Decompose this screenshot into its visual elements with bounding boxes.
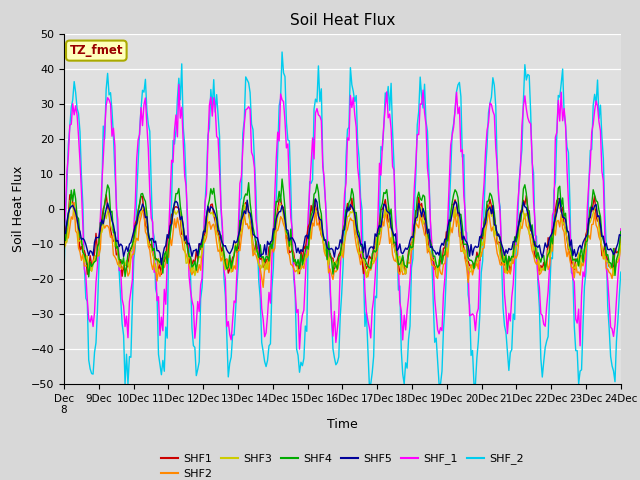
- SHF1: [118, 274, 126, 279]
- SHF2: [70, 200, 78, 205]
- SHF_1: [60, 235, 68, 241]
- SHF4: [60, 236, 68, 241]
- SHF5: [541, 240, 549, 246]
- SHF2: [616, 254, 623, 260]
- SHF_2: [79, 202, 87, 208]
- SHF2: [98, 218, 106, 224]
- Line: SHF2: SHF2: [64, 203, 621, 288]
- SHF1: [98, 216, 106, 222]
- SHF_1: [97, 215, 104, 221]
- SHF2: [259, 285, 267, 290]
- SHF4: [79, 250, 87, 255]
- SHF_1: [296, 346, 303, 352]
- SHF1: [543, 260, 550, 265]
- SHF5: [60, 230, 68, 236]
- SHF5: [458, 237, 466, 242]
- SHF1: [81, 248, 88, 253]
- SHF_1: [175, 82, 182, 87]
- Line: SHF1: SHF1: [64, 194, 621, 276]
- SHF4: [98, 222, 106, 228]
- SHF5: [97, 225, 104, 231]
- SHF_1: [543, 304, 550, 310]
- SHF4: [349, 192, 357, 197]
- SHF_1: [617, 226, 625, 232]
- SHF3: [617, 241, 625, 247]
- SHF1: [60, 239, 68, 244]
- SHF3: [97, 229, 104, 235]
- SHF1: [67, 192, 75, 197]
- SHF5: [157, 262, 165, 267]
- Line: SHF4: SHF4: [64, 179, 621, 277]
- SHF_2: [460, 152, 468, 157]
- SHF2: [543, 255, 550, 261]
- SHF4: [85, 274, 93, 280]
- SHF_2: [278, 49, 286, 55]
- SHF_2: [616, 292, 623, 298]
- SHF_2: [121, 381, 129, 387]
- Title: Soil Heat Flux: Soil Heat Flux: [290, 13, 395, 28]
- SHF2: [349, 218, 357, 224]
- Legend: SHF1, SHF2, SHF3, SHF4, SHF5, SHF_1, SHF_2: SHF1, SHF2, SHF3, SHF4, SHF5, SHF_1, SHF…: [157, 449, 528, 480]
- SHF3: [554, 197, 562, 203]
- Y-axis label: Soil Heat Flux: Soil Heat Flux: [12, 166, 25, 252]
- SHF2: [617, 236, 625, 242]
- X-axis label: Time: Time: [327, 418, 358, 431]
- Line: SHF_2: SHF_2: [64, 52, 621, 384]
- SHF_2: [617, 269, 625, 275]
- SHF2: [60, 238, 68, 244]
- SHF_2: [97, 225, 104, 231]
- SHF3: [346, 209, 354, 215]
- SHF_1: [349, 95, 357, 100]
- Line: SHF_1: SHF_1: [64, 84, 621, 349]
- SHF5: [616, 232, 623, 238]
- SHF4: [616, 243, 623, 249]
- Text: TZ_fmet: TZ_fmet: [70, 44, 123, 57]
- SHF3: [458, 245, 466, 251]
- SHF1: [349, 208, 357, 214]
- Line: SHF5: SHF5: [64, 198, 621, 264]
- SHF4: [617, 228, 625, 234]
- SHF1: [617, 243, 625, 249]
- SHF_1: [616, 257, 623, 263]
- SHF3: [616, 254, 623, 260]
- SHF5: [556, 195, 564, 201]
- SHF_1: [79, 223, 87, 229]
- SHF1: [616, 247, 623, 253]
- Line: SHF3: SHF3: [64, 200, 621, 277]
- SHF3: [60, 248, 68, 254]
- SHF_2: [543, 338, 550, 344]
- SHF4: [543, 258, 550, 264]
- SHF2: [460, 245, 468, 251]
- SHF5: [617, 232, 625, 238]
- SHF_1: [460, 193, 468, 199]
- SHF3: [362, 275, 370, 280]
- SHF_2: [60, 275, 68, 281]
- SHF4: [278, 176, 286, 182]
- SHF2: [81, 263, 88, 269]
- SHF5: [348, 204, 356, 210]
- SHF5: [79, 236, 87, 241]
- SHF1: [460, 245, 468, 251]
- SHF3: [541, 261, 549, 267]
- SHF4: [460, 242, 468, 248]
- SHF3: [79, 243, 87, 249]
- SHF_2: [349, 88, 357, 94]
